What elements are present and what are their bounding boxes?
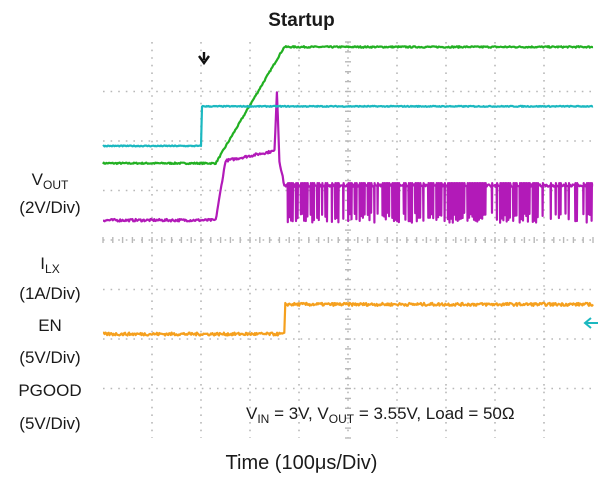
conditions-annotation: VIN = 3V, VOUT = 3.55V, Load = 50Ω [246,404,515,426]
ilx-scale: (1A/Div) [19,284,81,303]
pgood-scale: (5V/Div) [19,414,81,433]
vout-label: VOUT [31,170,69,192]
vout-trace [102,45,594,166]
pgood-label: PGOOD [18,381,82,400]
plot-grid [102,41,594,439]
ilx-trace [102,91,594,224]
en-trace [102,104,594,148]
chart-title: Startup [268,10,335,31]
en-scale: (5V/Div) [19,348,81,367]
markers [198,52,598,329]
ilx-label: ILX [40,254,60,276]
traces [102,45,594,337]
vout-scale: (2V/Div) [19,198,81,217]
trigger-marker-icon [198,52,210,66]
x-axis-label: Time (100μs/Div) [225,452,378,474]
pgood-trace [102,301,594,337]
en-level-marker-icon [583,317,598,329]
en-label: EN [38,316,62,335]
